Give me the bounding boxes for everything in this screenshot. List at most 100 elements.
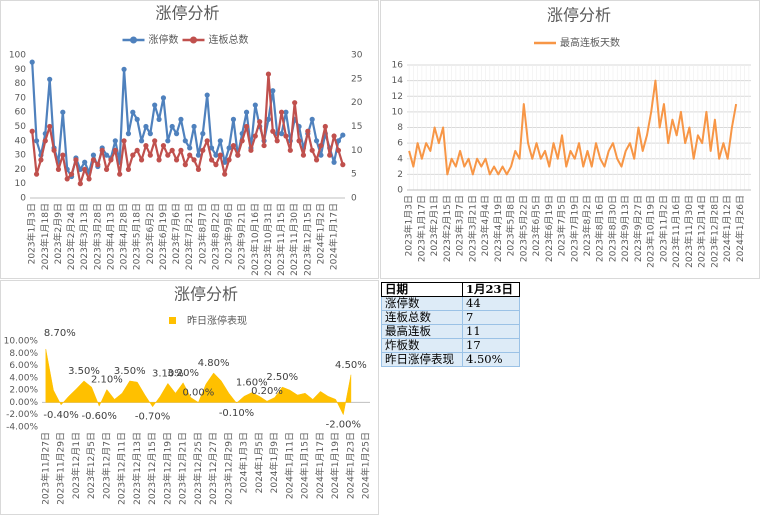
x-tick-label: 2023年2月9日 — [52, 203, 64, 264]
point — [147, 152, 153, 158]
point — [270, 128, 276, 134]
point — [248, 147, 254, 153]
x-tick-label: 2023年3月28日 — [91, 203, 103, 270]
y-tick-label: 60 — [15, 108, 27, 118]
x-tick-label: 2023年12月28日 — [708, 195, 720, 268]
legend-label: 连板总数 — [209, 33, 249, 46]
point — [278, 109, 285, 115]
x-tick-label: 2023年3月21日 — [466, 195, 478, 262]
point — [134, 147, 140, 153]
chart: 涨停分析 -4.00% -2.00% 0.00% 2.00% 4.00% 6.00% 8.00… — [4, 285, 372, 505]
x-tick-label: 2024年1月12日 — [721, 195, 733, 262]
point — [187, 152, 193, 158]
point — [117, 171, 123, 177]
x-tick-label: 2023年4月13日 — [104, 203, 116, 270]
table-cell: 涨停数 — [381, 296, 463, 311]
x-tick-label: 2023年5月8日 — [505, 195, 517, 256]
point — [90, 152, 97, 158]
x-tick-label: 2023年11月29日 — [55, 432, 67, 505]
header-cell: 日期 — [381, 282, 463, 297]
chart-title: 涨停分析 — [547, 6, 611, 25]
point — [121, 66, 127, 72]
point — [173, 131, 180, 137]
point — [138, 157, 145, 163]
point — [191, 123, 197, 130]
point — [33, 138, 40, 144]
point — [217, 138, 223, 144]
x-tick-label: 2023年5月22日 — [517, 195, 529, 262]
y-tick-label: 80 — [15, 79, 27, 89]
point — [51, 147, 57, 153]
x-tick-label: 2023年11月27日 — [39, 432, 51, 505]
data-label: -0.70% — [135, 412, 170, 423]
x-tick-label: 2023年12月1日 — [70, 432, 82, 499]
point — [187, 145, 193, 151]
x-tick-label: 2023年11月16日 — [670, 195, 682, 268]
x-tick-label: 2023年4月19日 — [492, 195, 504, 262]
x-tick-label: 2023年1月18日 — [39, 203, 51, 270]
point — [195, 152, 202, 158]
point — [99, 147, 105, 153]
legend-marker — [190, 36, 197, 44]
x-tick-label: 2023年6月19日 — [543, 195, 555, 262]
point — [265, 116, 272, 122]
y-tick-label: 8 — [397, 123, 403, 133]
point — [165, 152, 171, 158]
x-tick-label: 2023年11月2日 — [657, 195, 669, 262]
table-row: 连板总数 7 — [381, 310, 520, 325]
point — [82, 159, 88, 165]
point — [318, 152, 324, 158]
point — [322, 123, 328, 130]
x-tick-label: 2023年3月7日 — [454, 195, 466, 256]
data-label: 3.50% — [68, 366, 100, 377]
point — [261, 142, 267, 149]
y-tick-label: 70 — [15, 93, 27, 103]
x-tick-label: 2024年1月3日 — [238, 432, 250, 493]
header-cell: 1月23日 — [462, 282, 520, 297]
point — [191, 157, 197, 163]
point — [265, 71, 272, 77]
point — [134, 116, 140, 122]
data-label: 4.50% — [335, 360, 367, 371]
x-tick-label: 2023年8月22日 — [209, 203, 221, 270]
x-tick-label: 2023年12月11日 — [116, 432, 128, 505]
legend-swatch — [169, 317, 176, 324]
point — [152, 138, 158, 144]
point — [68, 171, 75, 177]
x-tick-label: 2023年11月15日 — [275, 203, 287, 276]
legend-marker — [130, 36, 137, 44]
chart: 涨停分析 0 10 20 30 40 50 60 70 80 90 100 0 5 10 15 20 25 30 20… — [9, 4, 363, 276]
y-tick-label: 6 — [397, 139, 403, 149]
point — [243, 123, 250, 130]
point — [60, 109, 66, 115]
x-tick-label: 2023年9月27日 — [632, 195, 644, 262]
data-label: 0.20% — [251, 386, 283, 397]
x-tick-label: 2023年2月15日 — [441, 195, 453, 262]
y-tick-label: 30 — [15, 151, 27, 161]
point — [42, 138, 48, 144]
x-tick-label: 2023年10月16日 — [249, 203, 261, 276]
x-tick-label: 2024年1月2日 — [314, 203, 326, 264]
data-label: -2.00% — [326, 420, 361, 431]
point — [331, 159, 337, 165]
point — [165, 138, 171, 144]
x-tick-label: 2023年12月15日 — [301, 203, 313, 276]
data-label: -0.60% — [82, 411, 117, 422]
x-tick-label: 2023年12月27日 — [207, 432, 219, 505]
y-tick-label: 20 — [15, 165, 27, 175]
data-label: 1.60% — [236, 378, 268, 389]
data-label: 3.50% — [114, 366, 146, 377]
point — [103, 152, 110, 158]
point — [226, 145, 232, 151]
data-label: -0.40% — [43, 410, 78, 421]
point — [130, 109, 136, 115]
table-cell: 7 — [462, 310, 520, 325]
x-tick-label: 2023年1月17日 — [415, 195, 427, 262]
point — [130, 152, 136, 158]
point — [169, 147, 175, 153]
point — [222, 159, 228, 165]
data-label: 3.20% — [167, 368, 199, 379]
x-tick-label: 2023年12月7日 — [100, 432, 112, 499]
x-tick-label: 2023年6月19日 — [157, 203, 169, 270]
x-tick-label: 2023年12月13日 — [131, 432, 143, 505]
